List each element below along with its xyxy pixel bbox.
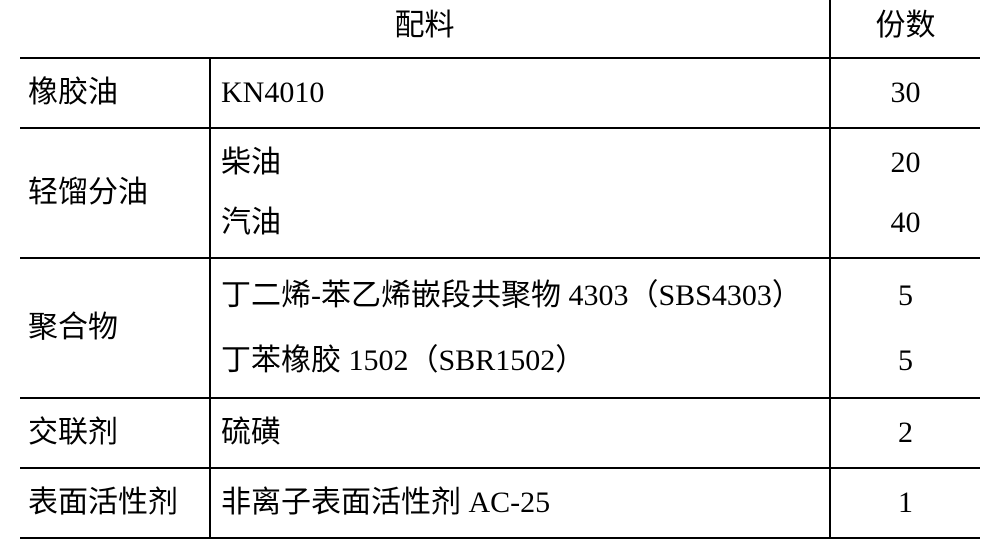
category-cell: 表面活性剂 (20, 468, 210, 538)
category-cell: 轻馏分油 (20, 128, 210, 258)
item-name: 丁苯橡胶 1502（SBR1502） (221, 346, 829, 376)
item-name-cell: 柴油 汽油 (210, 128, 830, 258)
table-row: 表面活性剂 非离子表面活性剂 AC-25 1 (20, 468, 980, 538)
formulation-table: 配料 份数 橡胶油 KN4010 30 轻馏分油 柴油 汽油 20 40 (20, 0, 980, 539)
item-parts-cell: 5 5 (830, 258, 980, 398)
item-parts-cell: 1 (830, 468, 980, 538)
item-name: 柴油 (221, 148, 829, 178)
item-parts: 20 (891, 148, 921, 178)
category-cell: 交联剂 (20, 398, 210, 468)
table-row: 轻馏分油 柴油 汽油 20 40 (20, 128, 980, 258)
item-parts-cell: 30 (830, 58, 980, 128)
table-header-row: 配料 份数 (20, 0, 980, 58)
item-name-cell: 硫磺 (210, 398, 830, 468)
table-row: 聚合物 丁二烯-苯乙烯嵌段共聚物 4303（SBS4303） 丁苯橡胶 1502… (20, 258, 980, 398)
category-cell: 橡胶油 (20, 58, 210, 128)
table-row: 橡胶油 KN4010 30 (20, 58, 980, 128)
header-parts: 份数 (830, 0, 980, 58)
item-parts: 5 (898, 281, 913, 311)
item-parts-cell: 20 40 (830, 128, 980, 258)
item-name-cell: 丁二烯-苯乙烯嵌段共聚物 4303（SBS4303） 丁苯橡胶 1502（SBR… (210, 258, 830, 398)
formulation-table-container: 配料 份数 橡胶油 KN4010 30 轻馏分油 柴油 汽油 20 40 (20, 0, 980, 539)
item-name-cell: KN4010 (210, 58, 830, 128)
item-name: 汽油 (221, 208, 829, 238)
item-parts: 5 (898, 346, 913, 376)
item-name-cell: 非离子表面活性剂 AC-25 (210, 468, 830, 538)
table-row: 交联剂 硫磺 2 (20, 398, 980, 468)
category-cell: 聚合物 (20, 258, 210, 398)
item-name: 丁二烯-苯乙烯嵌段共聚物 4303（SBS4303） (221, 281, 829, 311)
item-parts: 40 (891, 208, 921, 238)
header-ingredients: 配料 (20, 0, 830, 58)
item-parts-cell: 2 (830, 398, 980, 468)
